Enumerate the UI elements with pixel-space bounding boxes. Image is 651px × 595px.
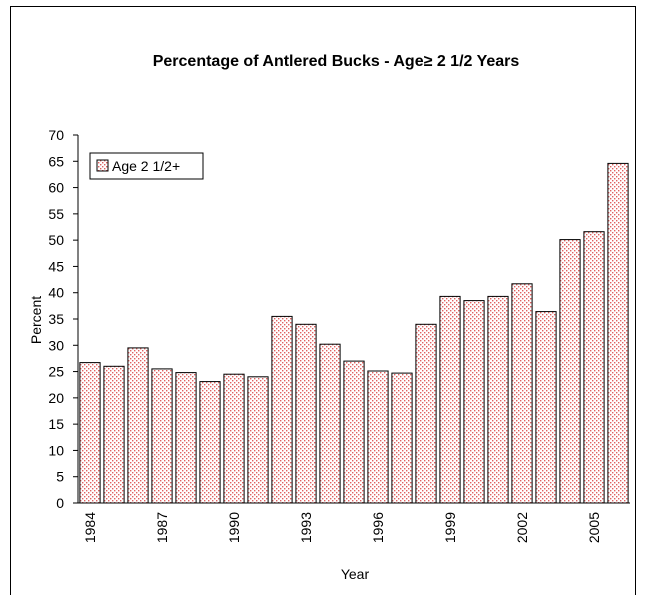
bar-2001 bbox=[487, 295, 509, 504]
y-tick-label: 55 bbox=[48, 206, 64, 222]
y-axis: 0 5 10 15 20 25 30 35 40 45 50 55 60 65 70 bbox=[48, 127, 79, 511]
y-tick-label: 10 bbox=[48, 442, 64, 458]
x-tick-label: 1987 bbox=[154, 512, 170, 543]
legend-box bbox=[89, 152, 204, 180]
bar-2000 bbox=[463, 300, 485, 504]
x-tick-label: 1996 bbox=[370, 512, 386, 543]
x-tick-label: 2005 bbox=[586, 512, 602, 543]
x-tick-label: 2002 bbox=[514, 512, 530, 543]
bar-1987 bbox=[151, 368, 173, 504]
y-axis-label: Percent bbox=[28, 296, 44, 344]
legend: Age 2 1/2+ bbox=[89, 152, 204, 180]
bar-2004 bbox=[559, 239, 581, 504]
x-axis: 1984 1987 1990 1993 1996 1999 2002 2005 bbox=[78, 502, 630, 543]
y-tick-label: 45 bbox=[48, 258, 64, 274]
x-tick-label: 1993 bbox=[298, 512, 314, 543]
y-tick-label: 15 bbox=[48, 416, 64, 432]
y-tick-label: 25 bbox=[48, 364, 64, 380]
bar-1996 bbox=[367, 370, 389, 504]
bar-1986 bbox=[127, 347, 149, 504]
x-tick-label: 1984 bbox=[82, 512, 98, 543]
bar-1991 bbox=[247, 376, 269, 504]
bar-1995 bbox=[343, 360, 365, 504]
bar-1993 bbox=[295, 323, 317, 504]
y-tick-label: 20 bbox=[48, 390, 64, 406]
legend-label: Age 2 1/2+ bbox=[112, 158, 180, 174]
bar-1989 bbox=[199, 381, 221, 504]
bar-1999 bbox=[439, 295, 461, 504]
bar-1994 bbox=[319, 343, 341, 504]
bar-2005 bbox=[583, 231, 605, 504]
x-tick-label: 1999 bbox=[442, 512, 458, 543]
bar-1984 bbox=[79, 362, 101, 504]
y-tick-label: 0 bbox=[56, 495, 64, 511]
y-tick-label: 30 bbox=[48, 337, 64, 353]
y-tick-label: 70 bbox=[48, 127, 64, 143]
bar-2006 bbox=[607, 162, 629, 504]
y-tick-label: 40 bbox=[48, 285, 64, 301]
bar-1998 bbox=[415, 323, 437, 504]
bar-2003 bbox=[535, 311, 557, 504]
bar-1985 bbox=[103, 365, 125, 504]
y-tick-label: 65 bbox=[48, 153, 64, 169]
bar-1992 bbox=[271, 315, 293, 504]
y-tick-label: 60 bbox=[48, 180, 64, 196]
bar-1988 bbox=[175, 372, 197, 504]
bar-1997 bbox=[391, 372, 413, 504]
y-tick-label: 35 bbox=[48, 311, 64, 327]
x-tick-label: 1990 bbox=[226, 512, 242, 543]
bar-2002 bbox=[511, 283, 533, 504]
y-tick-label: 5 bbox=[56, 469, 64, 485]
bar-1990 bbox=[223, 373, 245, 504]
legend-swatch bbox=[96, 159, 109, 172]
bars-group bbox=[79, 162, 629, 504]
y-tick-label: 50 bbox=[48, 232, 64, 248]
chart-frame bbox=[10, 6, 636, 595]
x-axis-label: Year bbox=[341, 566, 370, 582]
chart-title: Percentage of Antlered Bucks - Age≥ 2 1/… bbox=[153, 53, 520, 70]
